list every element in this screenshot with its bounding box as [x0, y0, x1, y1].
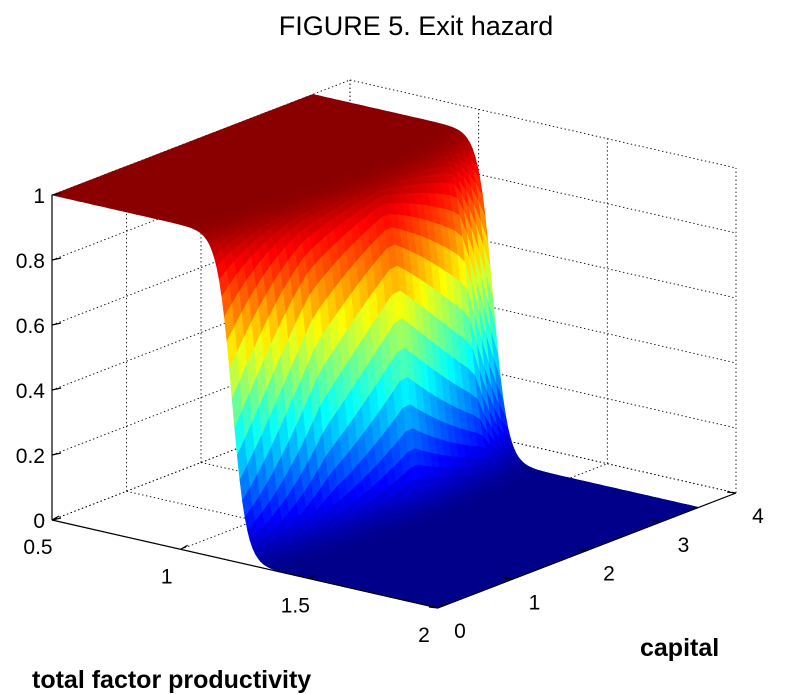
grid-line — [51, 339, 351, 456]
grid-line — [180, 433, 479, 550]
grid-line — [51, 209, 351, 326]
grid-line — [51, 274, 351, 391]
hazard-surface — [50, 94, 700, 609]
grid-line — [51, 404, 351, 521]
grid-line — [51, 144, 351, 261]
